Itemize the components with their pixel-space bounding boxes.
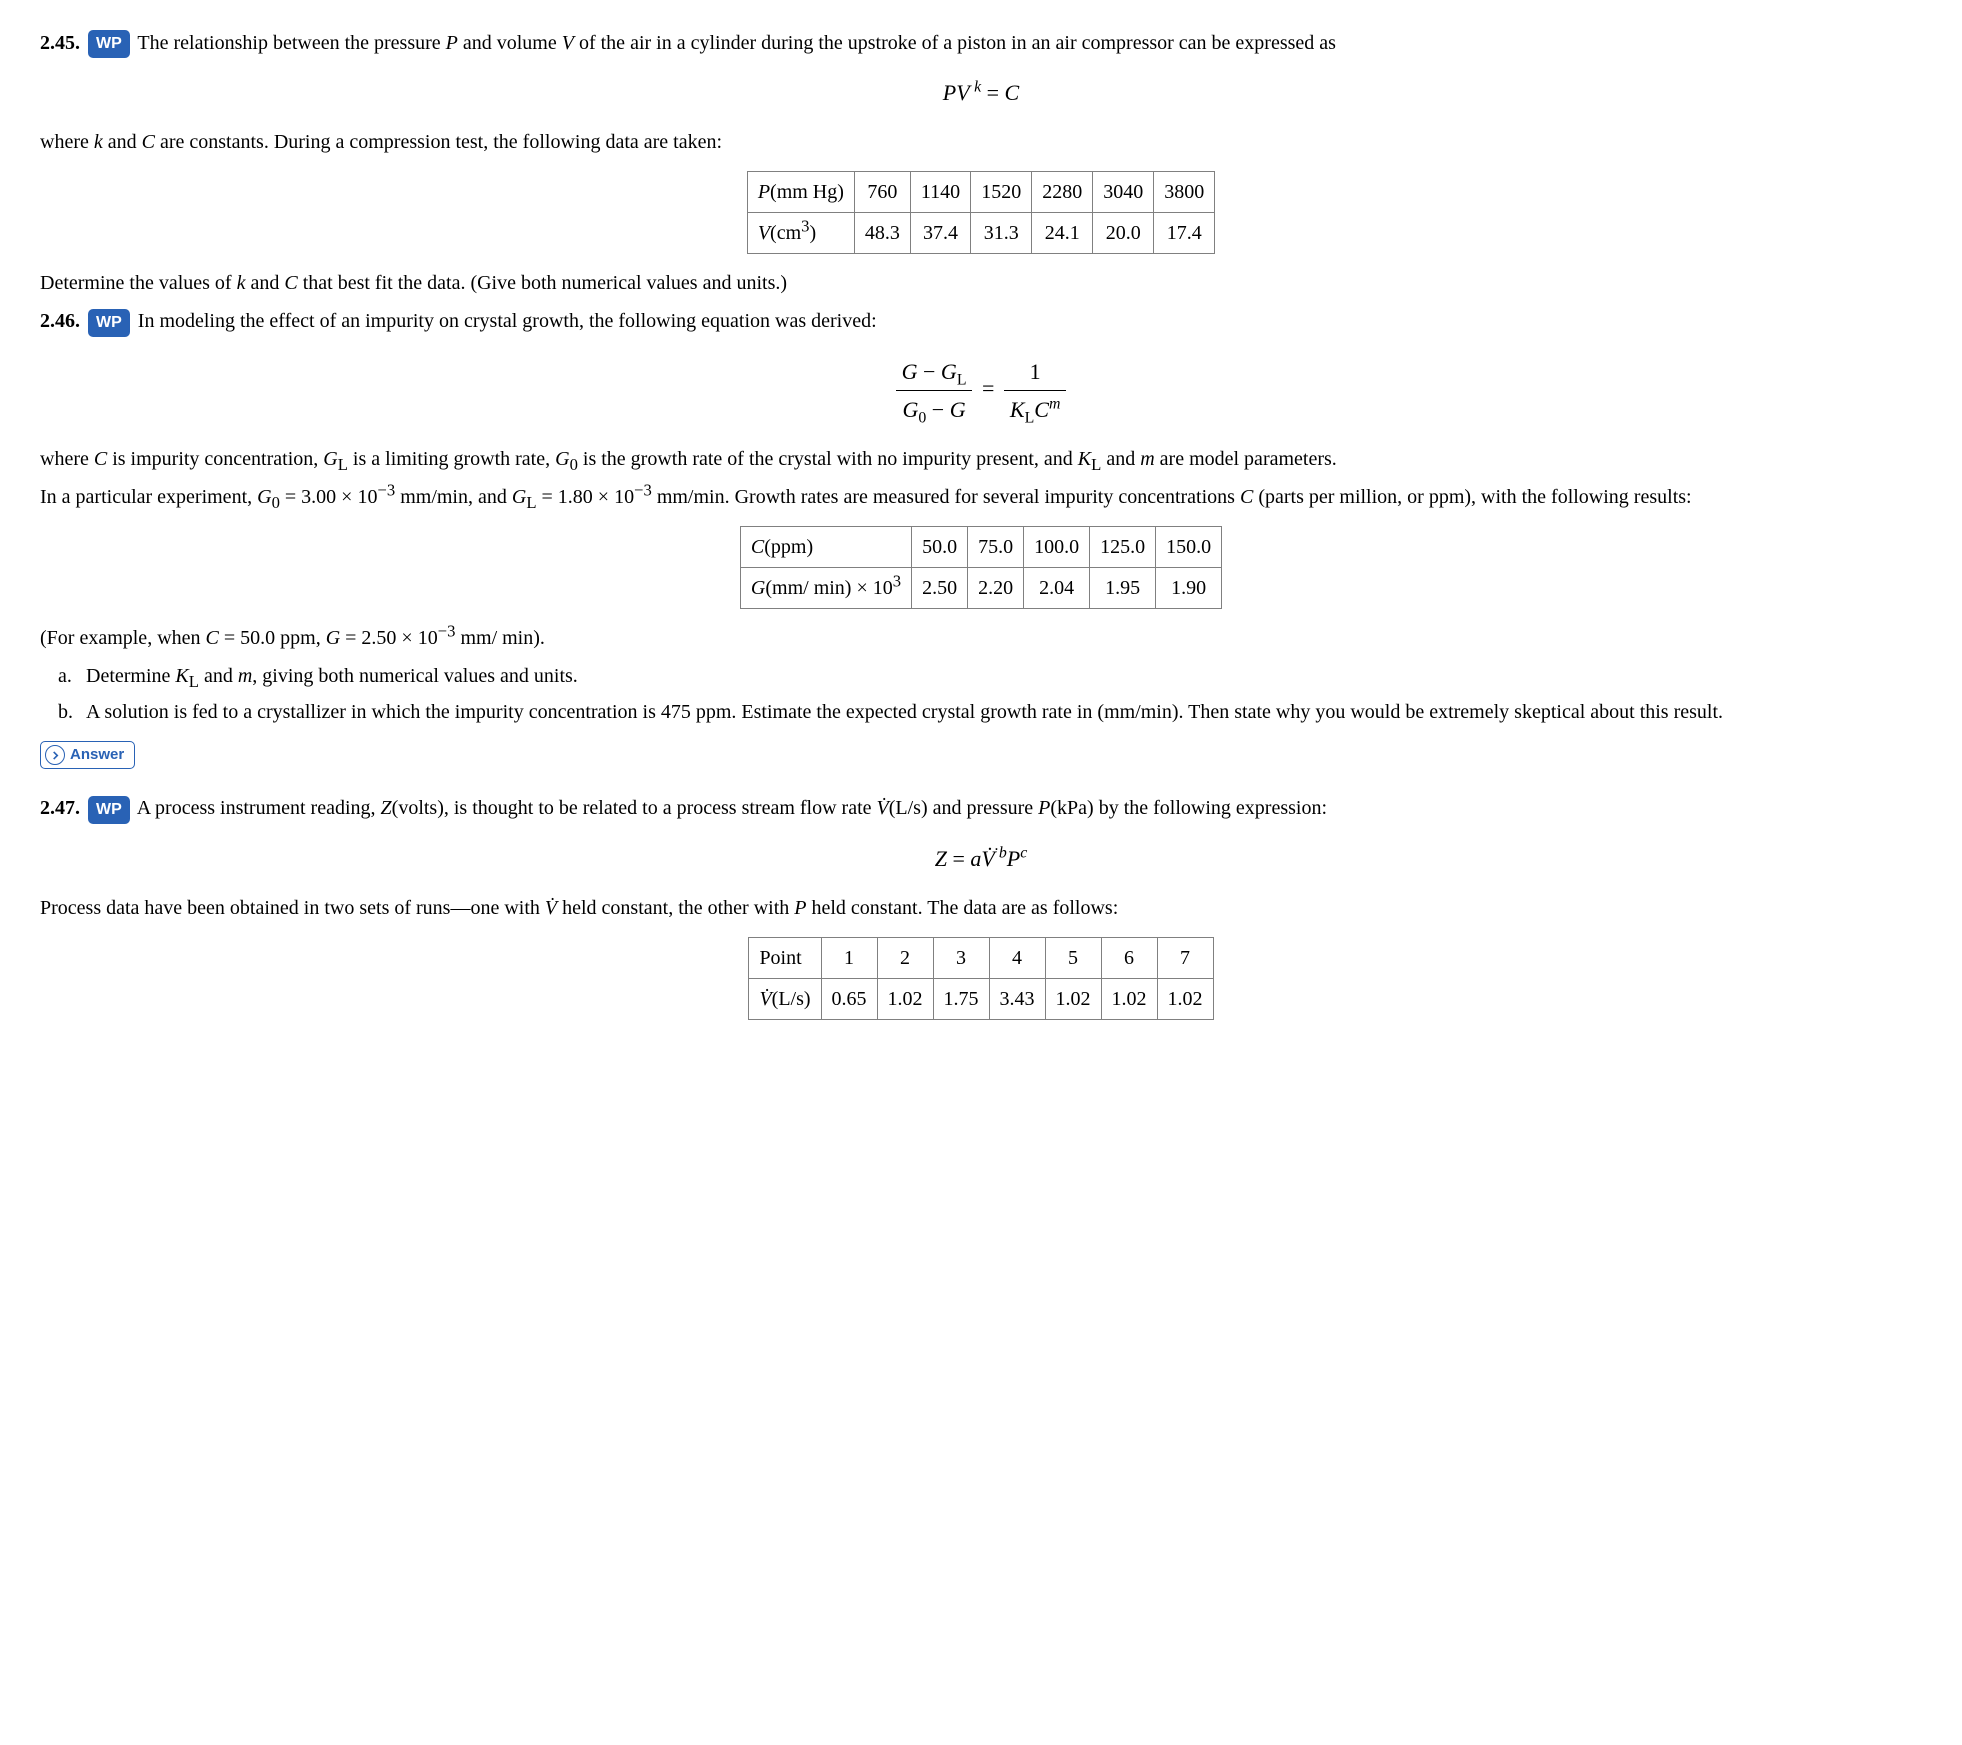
problem-number: 2.45. xyxy=(40,32,80,54)
cell: 2.20 xyxy=(968,567,1024,608)
text: (volts), is thought to be related to a p… xyxy=(392,797,877,819)
cell: 17.4 xyxy=(1154,213,1215,254)
cell: 4 xyxy=(989,937,1045,978)
cell: 3 xyxy=(933,937,989,978)
cell: 24.1 xyxy=(1032,213,1093,254)
cell: 75.0 xyxy=(968,526,1024,567)
wp-badge: WP xyxy=(88,30,130,58)
cell: 0.65 xyxy=(821,978,877,1019)
part-label: a. xyxy=(58,661,86,691)
problem-2-47-runs: Process data have been obtained in two s… xyxy=(40,893,1922,923)
table-row: G(mm/ min) × 103 2.50 2.20 2.04 1.95 1.9… xyxy=(740,567,1221,608)
problem-number: 2.47. xyxy=(40,797,80,819)
problem-2-46-parts: a. Determine KL and m, giving both numer… xyxy=(58,661,1922,727)
cell: 37.4 xyxy=(910,213,970,254)
cell: 20.0 xyxy=(1093,213,1154,254)
table-row: P(mm Hg) 760 1140 1520 2280 3040 3800 xyxy=(747,172,1214,213)
text: are constants. During a compression test… xyxy=(155,131,722,153)
cell: 5 xyxy=(1045,937,1101,978)
row-label: Point xyxy=(749,937,821,978)
table-2-45: P(mm Hg) 760 1140 1520 2280 3040 3800 V(… xyxy=(747,171,1215,254)
text: of the air in a cylinder during the upst… xyxy=(574,32,1336,54)
equation-pvk: PV k = C xyxy=(40,76,1922,109)
list-item: a. Determine KL and m, giving both numer… xyxy=(58,661,1922,691)
wp-badge: WP xyxy=(88,309,130,337)
cell: 48.3 xyxy=(854,213,910,254)
row-label: G(mm/ min) × 103 xyxy=(740,567,911,608)
problem-2-46-experiment: In a particular experiment, G0 = 3.00 × … xyxy=(40,482,1922,512)
text: A process instrument reading, xyxy=(137,797,381,819)
table-row: Point 1 2 3 4 5 6 7 xyxy=(749,937,1213,978)
text: In modeling the effect of an impurity on… xyxy=(138,310,877,332)
cell: 2.04 xyxy=(1024,567,1090,608)
table-2-47: Point 1 2 3 4 5 6 7 V̇(L/s) 0.65 1.02 1.… xyxy=(748,937,1213,1020)
cell: 3040 xyxy=(1093,172,1154,213)
row-label: P(mm Hg) xyxy=(747,172,854,213)
text: and volume xyxy=(458,32,562,54)
wp-badge: WP xyxy=(88,796,130,824)
cell: 125.0 xyxy=(1090,526,1156,567)
cell: 100.0 xyxy=(1024,526,1090,567)
cell: 1.75 xyxy=(933,978,989,1019)
cell: 6 xyxy=(1101,937,1157,978)
cell: 1.90 xyxy=(1156,567,1222,608)
table-2-46: C(ppm) 50.0 75.0 100.0 125.0 150.0 G(mm/… xyxy=(740,526,1222,609)
part-text: A solution is fed to a crystallizer in w… xyxy=(86,697,1723,727)
cell: 1.02 xyxy=(1045,978,1101,1019)
problem-2-46-where: where C is impurity concentration, GL is… xyxy=(40,444,1922,474)
cell: 1.95 xyxy=(1090,567,1156,608)
row-label: V̇(L/s) xyxy=(749,978,821,1019)
answer-button[interactable]: Answer xyxy=(40,741,135,770)
problem-2-45-determine: Determine the values of k and C that bes… xyxy=(40,268,1922,298)
cell: 2.50 xyxy=(912,567,968,608)
text: The relationship between the pressure xyxy=(137,32,445,54)
problem-number: 2.46. xyxy=(40,310,80,332)
equation-crystal: G − GL G0 − G = 1 KLCm xyxy=(40,355,1922,426)
part-label: b. xyxy=(58,697,86,727)
cell: 1.02 xyxy=(1157,978,1213,1019)
cell: 1.02 xyxy=(1101,978,1157,1019)
table-row: C(ppm) 50.0 75.0 100.0 125.0 150.0 xyxy=(740,526,1221,567)
cell: 2280 xyxy=(1032,172,1093,213)
cell: 31.3 xyxy=(971,213,1032,254)
cell: 7 xyxy=(1157,937,1213,978)
text: (L/s) and pressure xyxy=(889,797,1038,819)
cell: 1140 xyxy=(910,172,970,213)
row-label: C(ppm) xyxy=(740,526,911,567)
problem-2-46-intro: 2.46. WP In modeling the effect of an im… xyxy=(40,306,1922,336)
text: (kPa) by the following expression: xyxy=(1050,797,1327,819)
cell: 3800 xyxy=(1154,172,1215,213)
table-row: V(cm3) 48.3 37.4 31.3 24.1 20.0 17.4 xyxy=(747,213,1214,254)
problem-2-45-intro: 2.45. WP The relationship between the pr… xyxy=(40,28,1922,58)
table-row: V̇(L/s) 0.65 1.02 1.75 3.43 1.02 1.02 1.… xyxy=(749,978,1213,1019)
answer-label: Answer xyxy=(70,744,124,767)
cell: 2 xyxy=(877,937,933,978)
cell: 50.0 xyxy=(912,526,968,567)
problem-2-45-where: where k and C are constants. During a co… xyxy=(40,127,1922,157)
list-item: b. A solution is fed to a crystallizer i… xyxy=(58,697,1922,727)
problem-2-47-intro: 2.47. WP A process instrument reading, Z… xyxy=(40,793,1922,823)
problem-2-46-example: (For example, when C = 50.0 ppm, G = 2.5… xyxy=(40,623,1922,653)
cell: 150.0 xyxy=(1156,526,1222,567)
equation-zavp: Z = aV̇.bPc xyxy=(40,842,1922,875)
cell: 760 xyxy=(854,172,910,213)
part-text: Determine KL and m, giving both numerica… xyxy=(86,661,578,691)
cell: 3.43 xyxy=(989,978,1045,1019)
text: and xyxy=(103,131,142,153)
cell: 1520 xyxy=(971,172,1032,213)
chevron-right-icon xyxy=(45,745,65,765)
text: where xyxy=(40,131,94,153)
cell: 1 xyxy=(821,937,877,978)
row-label: V(cm3) xyxy=(747,213,854,254)
cell: 1.02 xyxy=(877,978,933,1019)
